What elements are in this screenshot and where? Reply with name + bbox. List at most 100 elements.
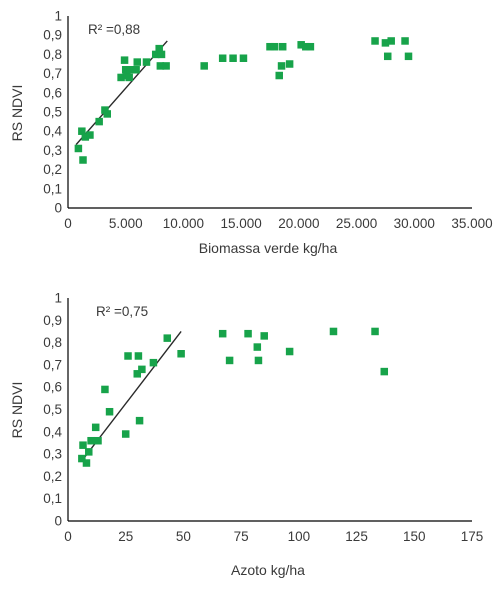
data-point — [121, 56, 129, 64]
data-point — [177, 350, 185, 358]
data-point — [75, 145, 83, 153]
x-axis-label: Biomassa verde kg/ha — [199, 240, 338, 256]
data-point — [79, 156, 87, 164]
y-tick-labels: 0 0,1 0,2 0,3 0,4 0,5 0,6 0,7 0,8 0,9 1 — [43, 9, 62, 216]
y-tick-label: 0,5 — [43, 402, 62, 417]
y-tick-label: 0,7 — [43, 66, 62, 81]
data-point — [254, 343, 262, 351]
y-tick-label: 0,6 — [43, 85, 62, 100]
x-tick-label: 30.000 — [394, 216, 435, 231]
x-tick-label: 5.000 — [109, 216, 143, 231]
x-tick-label: 175 — [461, 529, 484, 544]
x-tick-labels: 0 5.000 10.000 15.000 20.000 25.000 30.000 35.0… — [64, 216, 492, 231]
data-point — [101, 386, 109, 394]
data-point — [83, 459, 91, 467]
x-tick-labels: 0 25 50 75 100 125 150 175 — [64, 529, 483, 544]
y-tick-label: 0 — [54, 514, 62, 529]
data-points — [75, 37, 413, 164]
data-point — [79, 441, 87, 449]
data-point — [85, 448, 93, 456]
data-point — [371, 328, 379, 336]
y-tick-labels: 0 0,1 0,2 0,3 0,4 0,5 0,6 0,7 0,8 0,9 1 — [43, 291, 62, 529]
y-tick-label: 0,3 — [43, 143, 62, 158]
data-point — [94, 437, 102, 445]
data-point — [286, 348, 294, 356]
x-tick-label: 15.000 — [220, 216, 261, 231]
y-tick-label: 0,8 — [43, 47, 62, 62]
x-tick-label: 0 — [64, 529, 72, 544]
data-point — [87, 437, 95, 445]
data-point — [103, 110, 111, 118]
x-tick-label: 25.000 — [336, 216, 377, 231]
data-point — [330, 328, 338, 336]
data-point — [244, 330, 252, 338]
data-point — [124, 352, 132, 360]
y-tick-label: 0,8 — [43, 335, 62, 350]
data-point — [219, 54, 227, 62]
y-tick-label: 0,9 — [43, 28, 62, 43]
data-point — [134, 58, 142, 66]
x-tick-label: 20.000 — [278, 216, 319, 231]
x-tick-label: 25 — [118, 529, 133, 544]
data-point — [95, 118, 103, 126]
r-squared-annotation: R² =0,75 — [96, 304, 148, 319]
data-point — [158, 51, 166, 59]
data-point — [229, 54, 237, 62]
chart-biomassa: RS NDVI Biomassa verde kg/ha R² =0,88 00… — [0, 0, 500, 275]
data-point — [136, 417, 144, 425]
data-point — [164, 334, 172, 342]
y-tick-label: 0,1 — [43, 491, 62, 506]
y-tick-label: 0,1 — [43, 181, 62, 196]
data-point — [219, 330, 227, 338]
y-tick-label: 0,6 — [43, 380, 62, 395]
data-point — [122, 430, 130, 438]
x-tick-label: 35.000 — [451, 216, 492, 231]
y-tick-label: 0,5 — [43, 105, 62, 120]
data-point — [286, 60, 294, 68]
data-point — [138, 366, 146, 374]
y-axis-label: RS NDVI — [9, 382, 25, 439]
data-point — [200, 62, 208, 70]
y-tick-label: 1 — [54, 291, 62, 306]
data-point — [132, 66, 140, 74]
data-point — [405, 53, 413, 61]
y-tick-label: 0,2 — [43, 162, 62, 177]
x-tick-label: 150 — [403, 529, 426, 544]
data-point — [279, 43, 287, 51]
y-tick-label: 0,7 — [43, 357, 62, 372]
data-point — [271, 43, 279, 51]
y-tick-label: 0,4 — [43, 124, 62, 139]
y-tick-label: 0,2 — [43, 469, 62, 484]
data-point — [125, 74, 133, 82]
x-tick-label: 0 — [64, 216, 72, 231]
y-tick-label: 0 — [54, 201, 62, 216]
data-point — [371, 37, 379, 45]
x-tick-label: 10.000 — [163, 216, 204, 231]
data-point — [162, 62, 170, 70]
y-tick-label: 0,3 — [43, 447, 62, 462]
data-point — [86, 131, 94, 139]
data-point — [401, 37, 409, 45]
y-tick-label: 1 — [54, 9, 62, 24]
data-point — [381, 368, 389, 376]
data-point — [150, 359, 158, 367]
data-point — [387, 37, 395, 45]
data-point — [143, 58, 151, 66]
data-point — [275, 72, 283, 80]
chart-azoto: RS NDVI Azoto kg/ha R² =0,75 00,10,20,30… — [0, 285, 500, 613]
x-tick-label: 125 — [345, 529, 368, 544]
y-tick-label: 0,4 — [43, 424, 62, 439]
data-point — [278, 62, 286, 70]
x-axis-label: Azoto kg/ha — [231, 562, 305, 578]
data-point — [135, 352, 143, 360]
data-point — [307, 43, 315, 51]
x-tick-label: 50 — [176, 529, 191, 544]
data-point — [226, 357, 234, 365]
data-point — [92, 424, 100, 432]
data-point — [240, 54, 248, 62]
data-point — [255, 357, 263, 365]
y-axis-label: RS NDVI — [9, 85, 25, 142]
data-points — [78, 328, 388, 467]
x-tick-label: 100 — [288, 529, 311, 544]
y-tick-label: 0,9 — [43, 313, 62, 328]
